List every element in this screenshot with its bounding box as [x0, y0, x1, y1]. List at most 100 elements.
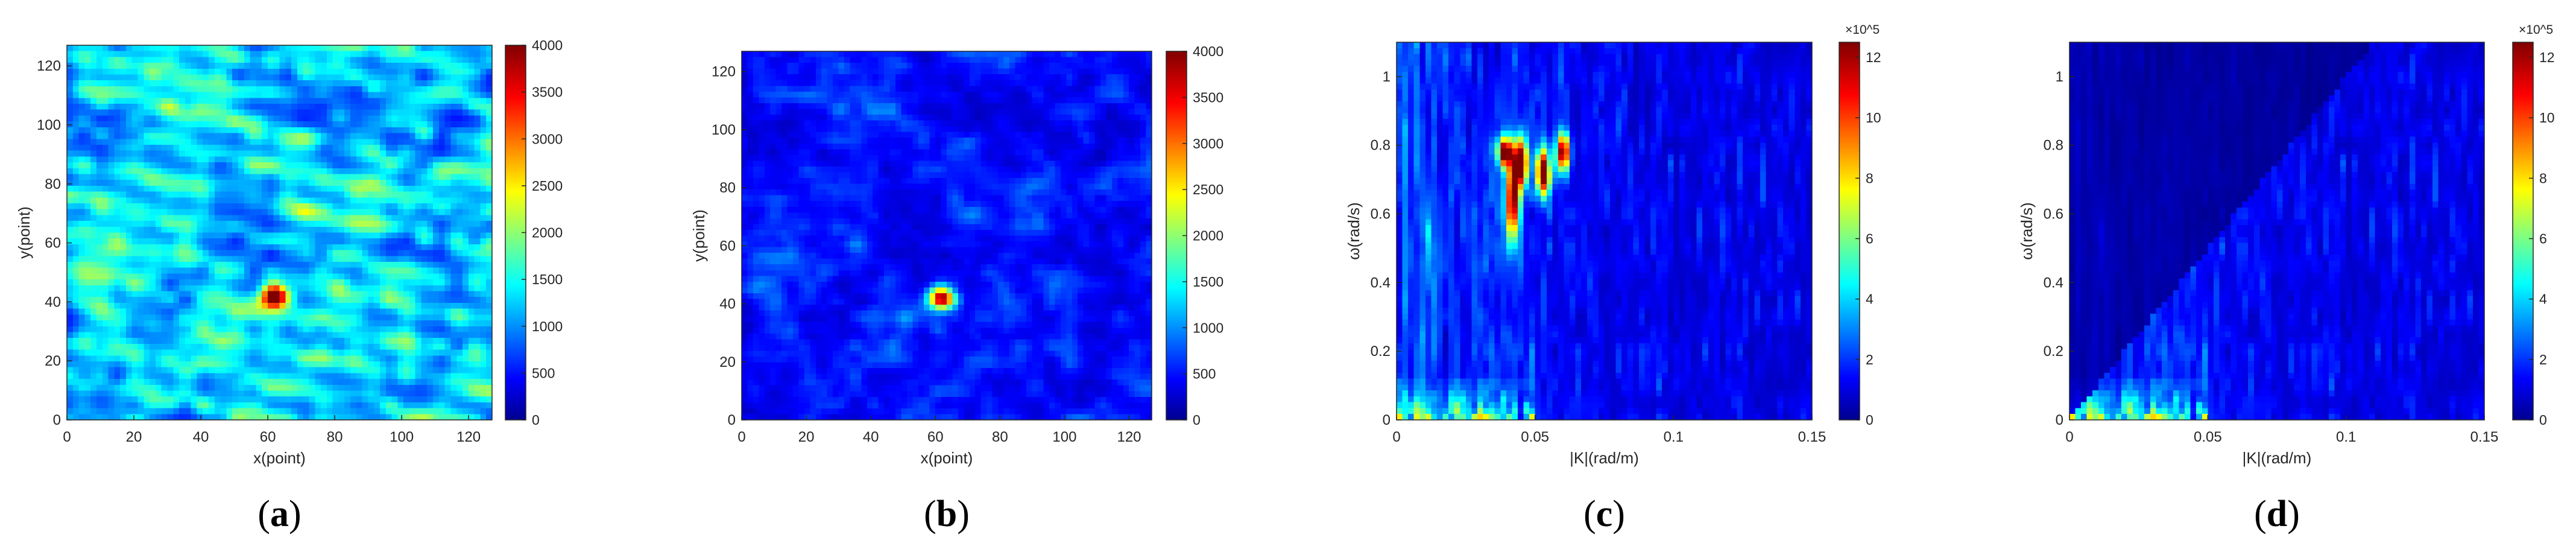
heatmap-cell — [191, 367, 198, 373]
heatmap-cell — [203, 379, 209, 386]
heatmap-cell — [297, 373, 304, 379]
heatmap-cell — [220, 297, 227, 303]
heatmap-cell — [67, 326, 74, 333]
heatmap-cell — [332, 226, 339, 233]
heatmap-cell — [197, 238, 203, 245]
heatmap-cell — [742, 362, 748, 369]
heatmap-cell — [114, 408, 121, 414]
heatmap-cell — [456, 408, 463, 414]
heatmap-cell — [285, 291, 292, 297]
heatmap-cell — [185, 320, 192, 327]
heatmap-cell — [203, 180, 209, 186]
heatmap-cell — [179, 408, 186, 414]
heatmap-cell — [137, 408, 144, 414]
heatmap-cell — [403, 215, 410, 221]
heatmap-cell — [185, 197, 192, 204]
heatmap-cell — [144, 68, 150, 75]
heatmap-cell — [291, 238, 298, 245]
heatmap-cell — [297, 168, 304, 175]
heatmap-cell — [403, 238, 410, 245]
heatmap-cell — [179, 98, 186, 104]
heatmap-cell — [326, 86, 333, 93]
heatmap-cell — [244, 156, 251, 163]
heatmap-cell — [256, 133, 262, 139]
heatmap-cell — [350, 115, 357, 122]
heatmap-cell — [232, 262, 239, 268]
heatmap-cell — [250, 267, 256, 275]
heatmap-cell — [232, 168, 239, 175]
heatmap-cell — [167, 180, 174, 186]
heatmap-cell — [433, 244, 440, 251]
heatmap-cell — [332, 74, 339, 81]
heatmap-cell — [338, 133, 345, 139]
heatmap-cell — [427, 232, 434, 239]
heatmap-cells — [67, 45, 493, 421]
heatmap-cell — [391, 367, 398, 373]
heatmap-cell — [291, 45, 298, 52]
heatmap-cell — [267, 332, 274, 338]
heatmap-cell — [108, 109, 115, 116]
heatmap-cell — [78, 98, 85, 104]
heatmap-cell — [185, 232, 192, 239]
heatmap-cell — [114, 203, 121, 210]
heatmap-cell — [226, 162, 233, 169]
heatmap-cell — [385, 396, 393, 403]
heatmap-cell — [385, 262, 393, 268]
heatmap-cell — [72, 104, 80, 110]
heatmap-cell — [226, 291, 233, 297]
heatmap-cell — [173, 150, 180, 157]
heatmap-cell — [72, 332, 80, 338]
heatmap-cell — [179, 414, 186, 421]
heatmap-cell — [374, 209, 380, 215]
heatmap-cell — [131, 373, 139, 379]
heatmap-cell — [256, 221, 262, 227]
heatmap-cell — [131, 302, 139, 310]
heatmap-cell — [374, 273, 380, 280]
heatmap-cell — [374, 80, 380, 87]
heatmap-cell — [78, 162, 85, 169]
heatmap-cell — [338, 384, 345, 392]
heatmap-cell — [474, 156, 481, 163]
heatmap-cell — [474, 291, 481, 297]
heatmap-cell — [102, 232, 109, 239]
heatmap-cell — [427, 180, 434, 186]
heatmap-cell — [421, 51, 428, 57]
heatmap-cell — [427, 121, 434, 128]
heatmap-cell — [379, 92, 387, 98]
heatmap-cell — [433, 92, 440, 98]
heatmap-cell — [338, 63, 345, 69]
heatmap-cell — [433, 320, 440, 327]
heatmap-cell — [486, 226, 493, 233]
heatmap-cell — [209, 115, 215, 122]
heatmap-cell — [468, 232, 475, 239]
heatmap-cell — [226, 104, 233, 110]
heatmap-cell — [179, 127, 186, 134]
heatmap-cell — [114, 349, 121, 356]
heatmap-cell — [764, 212, 771, 219]
heatmap-cell — [220, 373, 227, 379]
heatmap-cell — [125, 373, 133, 379]
heatmap-cell — [450, 314, 457, 321]
heatmap-cell — [350, 402, 357, 409]
heatmap-cell — [120, 197, 127, 204]
heatmap-cell — [273, 390, 280, 397]
heatmap-cell — [67, 209, 74, 215]
heatmap-cell — [764, 270, 771, 276]
heatmap-cell — [285, 279, 292, 286]
heatmap-cell — [155, 139, 162, 145]
heatmap-cell — [232, 332, 239, 338]
heatmap-cell — [362, 221, 368, 227]
heatmap-cell — [273, 221, 280, 227]
heatmap-cell — [391, 191, 398, 198]
heatmap-cell — [108, 279, 115, 286]
heatmap-cell — [90, 232, 97, 239]
heatmap-cell — [438, 180, 446, 186]
heatmap-cell — [96, 326, 103, 333]
heatmap-cell — [391, 349, 398, 356]
heatmap-cell — [350, 51, 357, 57]
heatmap-cell — [197, 402, 203, 409]
heatmap-cell — [444, 262, 452, 268]
heatmap-cell — [403, 185, 410, 192]
heatmap-cell — [474, 45, 481, 52]
